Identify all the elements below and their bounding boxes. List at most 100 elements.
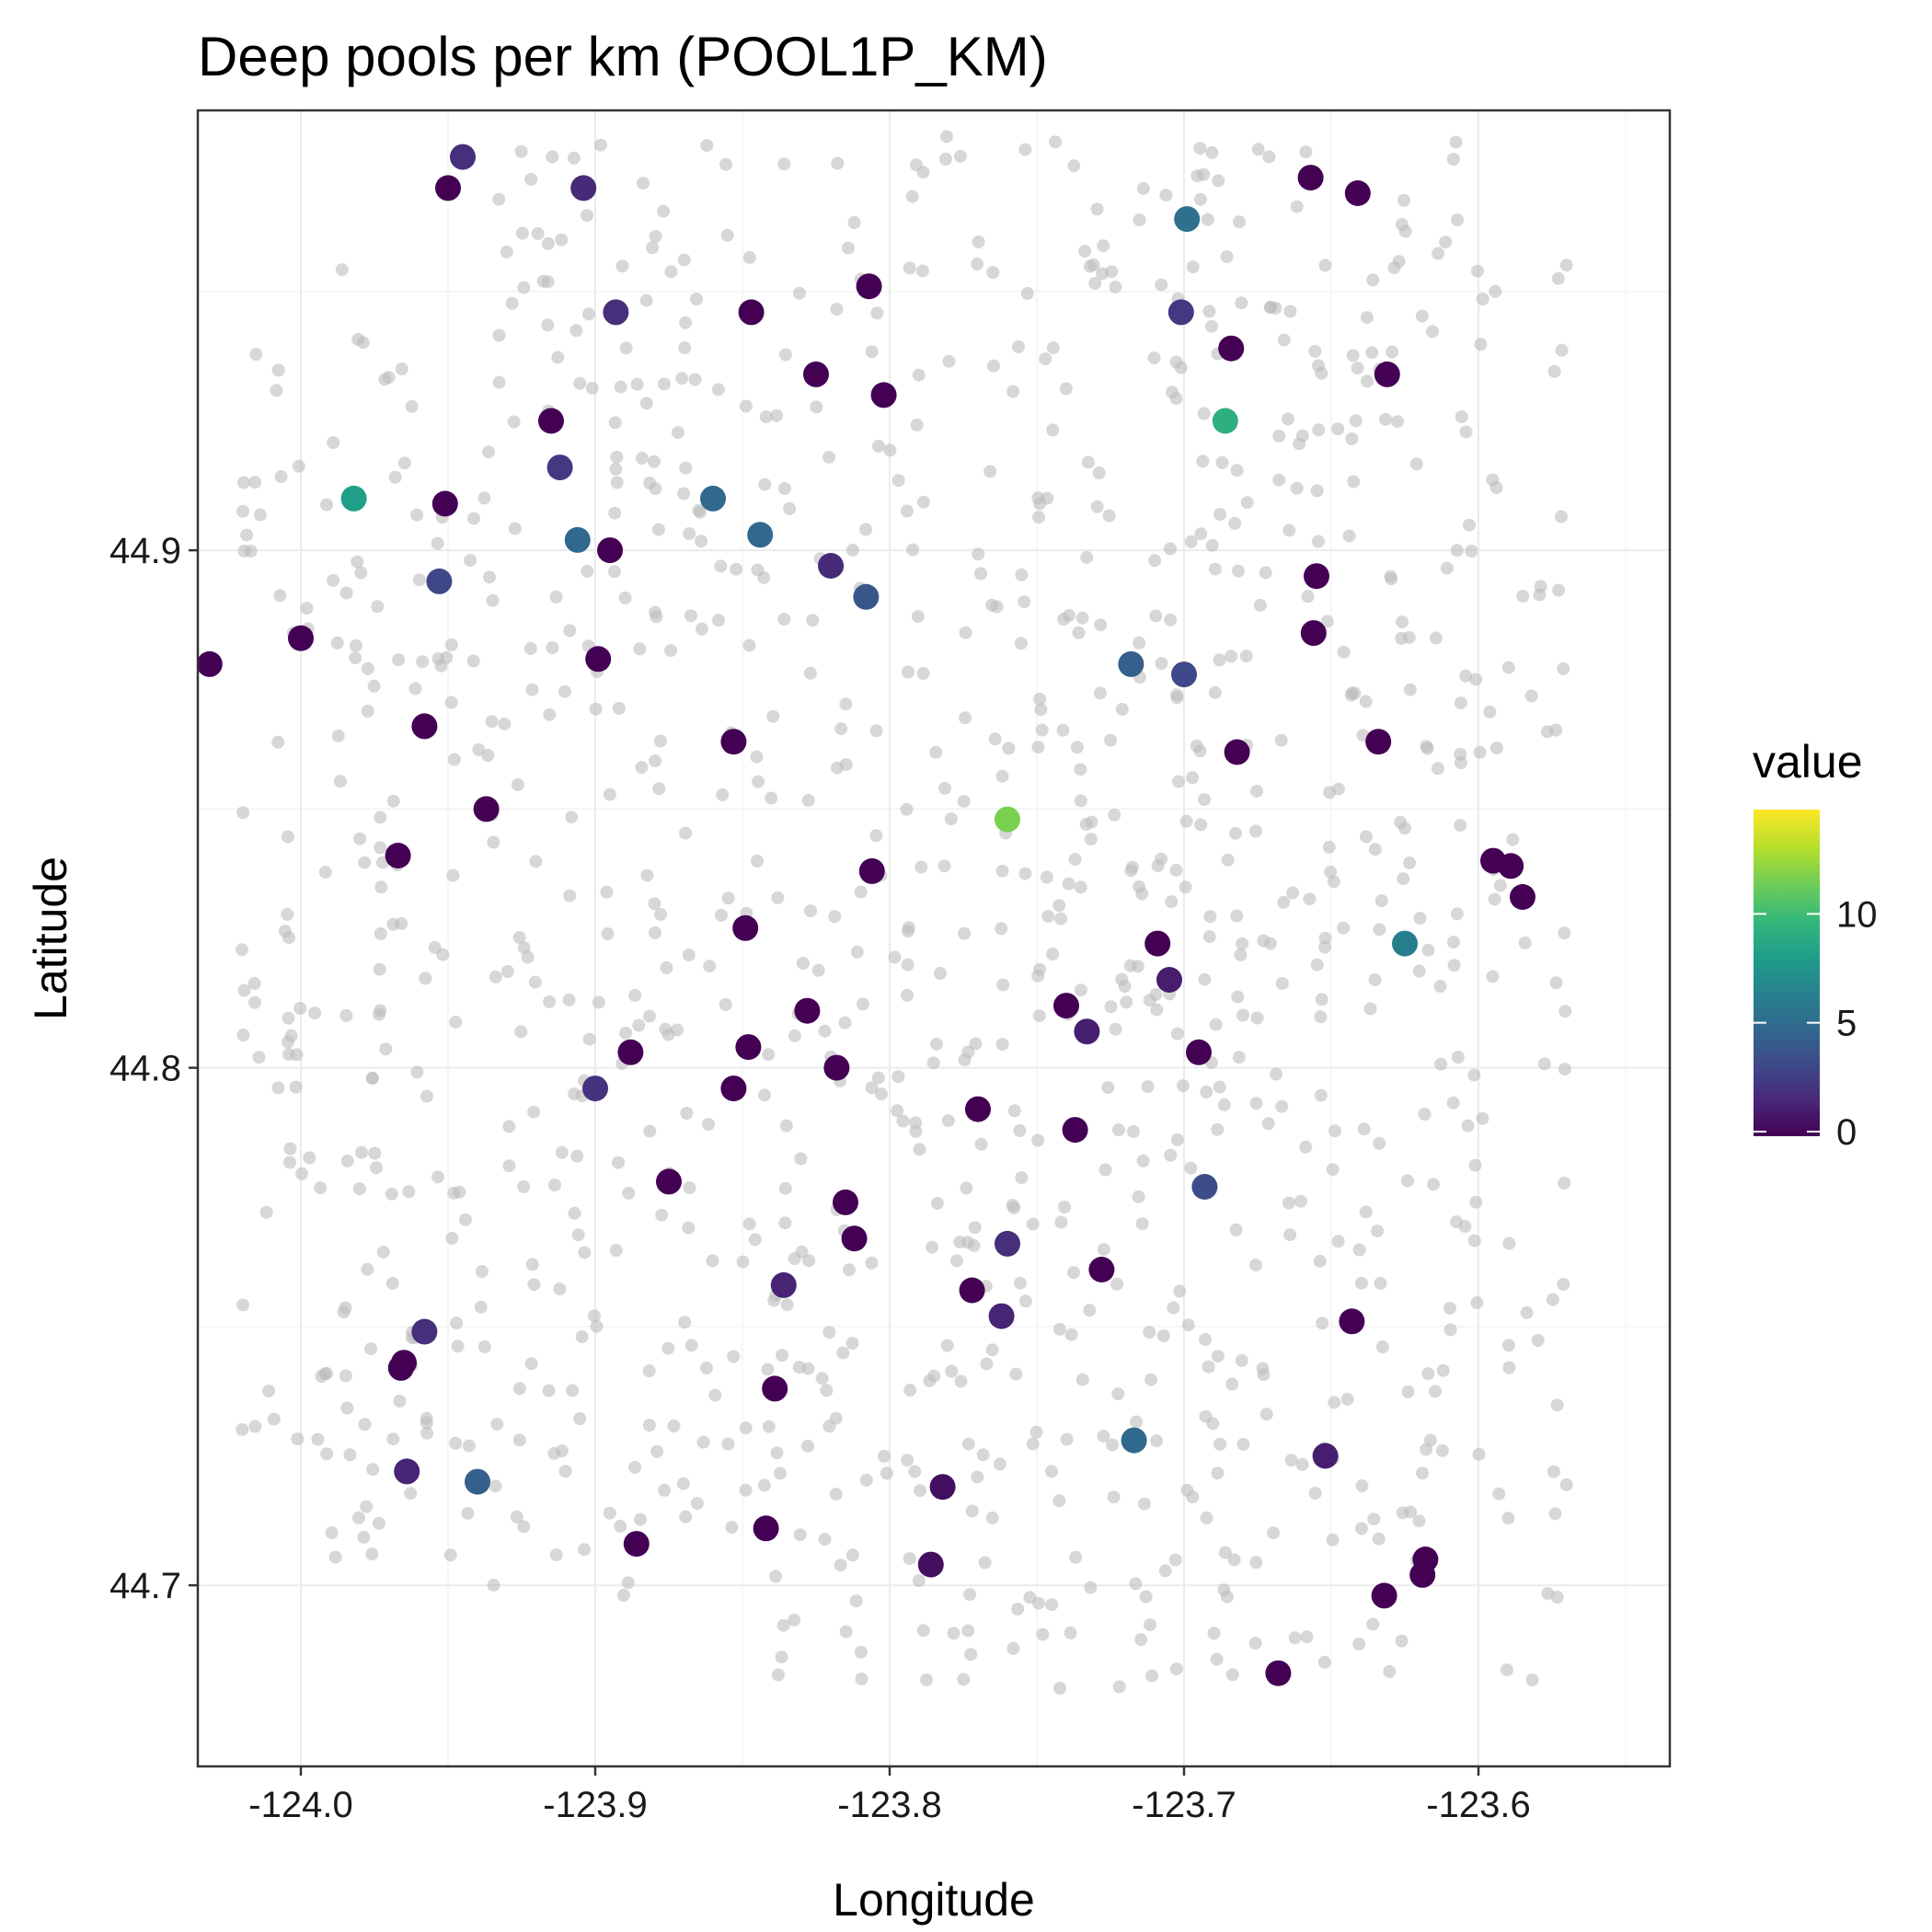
- background-point: [582, 1032, 596, 1046]
- background-point: [443, 1548, 457, 1562]
- background-point: [1083, 1304, 1097, 1317]
- background-point: [778, 348, 792, 362]
- background-point: [512, 930, 526, 944]
- background-point: [1199, 1409, 1213, 1423]
- background-point: [653, 734, 667, 748]
- background-point: [271, 735, 285, 749]
- background-point: [589, 702, 603, 716]
- background-point: [804, 904, 818, 918]
- background-point: [1431, 762, 1444, 776]
- background-point: [500, 965, 514, 978]
- background-point: [1488, 892, 1501, 906]
- background-point: [393, 1395, 407, 1408]
- background-point: [1088, 277, 1102, 290]
- background-point: [1156, 1329, 1170, 1342]
- background-point: [1179, 814, 1193, 828]
- background-point: [1250, 784, 1263, 798]
- background-point: [996, 978, 1010, 992]
- background-point: [236, 943, 248, 957]
- background-point: [1272, 429, 1286, 443]
- background-point: [648, 897, 661, 911]
- background-point: [1501, 1663, 1513, 1677]
- background-point: [957, 1673, 971, 1686]
- background-point: [1256, 1362, 1270, 1375]
- background-point: [938, 153, 952, 166]
- background-point: [1169, 1662, 1183, 1676]
- background-point: [870, 306, 884, 320]
- background-point: [1236, 1438, 1250, 1451]
- background-point: [366, 1463, 380, 1477]
- background-point: [271, 363, 285, 377]
- background-point: [778, 1216, 792, 1230]
- background-point: [974, 567, 987, 581]
- background-point: [1463, 518, 1476, 532]
- background-point: [1186, 771, 1200, 785]
- background-point: [283, 1142, 297, 1156]
- background-point: [1249, 824, 1262, 838]
- background-point: [1109, 281, 1122, 293]
- background-point: [993, 1457, 1006, 1471]
- background-point: [1056, 723, 1070, 737]
- background-point: [551, 351, 565, 364]
- background-point: [1158, 1564, 1172, 1578]
- background-point: [739, 1483, 753, 1497]
- background-point: [1221, 853, 1235, 867]
- background-point: [1331, 782, 1345, 796]
- background-point: [929, 745, 943, 759]
- background-point: [340, 1401, 354, 1415]
- background-point: [987, 359, 1000, 373]
- background-point: [1486, 970, 1500, 983]
- background-point: [793, 1528, 807, 1542]
- background-point: [1144, 1618, 1157, 1632]
- data-point: [1365, 729, 1392, 755]
- data-point: [720, 729, 747, 755]
- background-point: [1150, 1003, 1164, 1017]
- background-point: [472, 742, 486, 756]
- background-point: [1170, 1027, 1184, 1041]
- background-point: [968, 1221, 982, 1235]
- background-point: [1133, 636, 1146, 650]
- background-point: [1559, 1478, 1573, 1491]
- background-point: [1283, 305, 1297, 318]
- background-point: [926, 1240, 939, 1254]
- background-point: [1131, 960, 1144, 973]
- background-point: [525, 683, 539, 696]
- background-point: [1170, 691, 1184, 705]
- background-point: [1169, 863, 1183, 877]
- background-point: [652, 782, 666, 796]
- background-point: [847, 215, 861, 229]
- background-point: [1398, 822, 1411, 835]
- background-point: [1402, 630, 1416, 644]
- background-point: [865, 1081, 879, 1095]
- background-point: [553, 1282, 567, 1296]
- background-point: [651, 523, 665, 536]
- background-point: [1006, 1641, 1020, 1655]
- background-point: [1396, 615, 1409, 629]
- data-point: [818, 553, 844, 579]
- background-point: [388, 470, 402, 484]
- background-point: [357, 1530, 371, 1544]
- background-point: [1557, 661, 1570, 675]
- background-point: [769, 1570, 783, 1583]
- background-point: [657, 204, 670, 218]
- background-point: [236, 476, 250, 489]
- background-point: [618, 592, 632, 604]
- background-point: [1277, 895, 1291, 909]
- background-point: [1035, 723, 1049, 737]
- y-tick-label: 44.8: [109, 1049, 181, 1089]
- background-point: [1489, 481, 1503, 494]
- background-point: [1392, 255, 1406, 269]
- background-point: [331, 729, 345, 742]
- data-point: [1312, 1443, 1339, 1469]
- background-point: [464, 554, 477, 568]
- background-point: [1031, 1596, 1045, 1610]
- background-point: [650, 1444, 664, 1458]
- background-point: [677, 487, 691, 500]
- background-point: [549, 590, 563, 604]
- background-point: [700, 139, 714, 153]
- background-point: [985, 1511, 999, 1524]
- background-point: [1150, 1434, 1164, 1448]
- background-point: [661, 1341, 675, 1355]
- data-point: [1088, 1257, 1115, 1282]
- background-point: [1141, 1080, 1155, 1094]
